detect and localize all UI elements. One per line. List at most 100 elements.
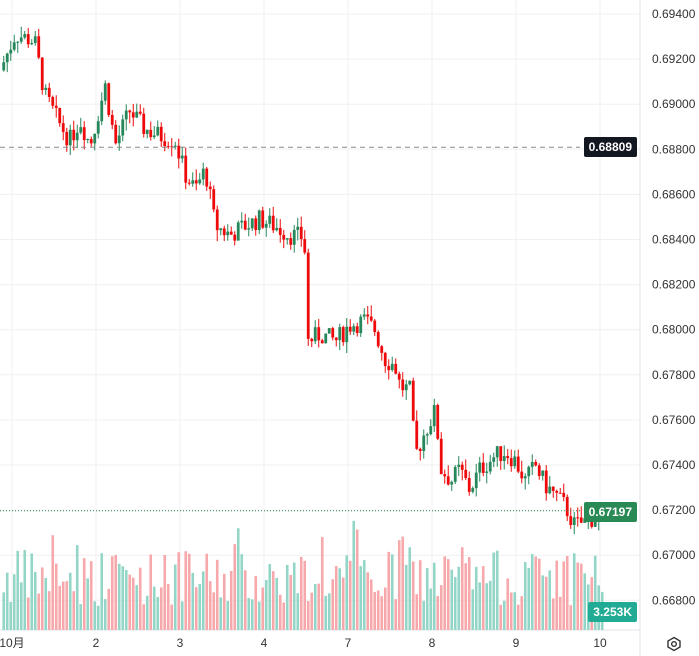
- volume-bar: [121, 566, 125, 630]
- settings-icon[interactable]: [666, 636, 682, 652]
- volume-bar: [373, 591, 377, 630]
- volume-bar: [331, 579, 335, 630]
- candle-body: [450, 481, 454, 485]
- y-tick-label: 0.69200: [652, 52, 696, 66]
- volume-bar: [425, 568, 429, 630]
- y-tick-label: 0.68200: [652, 278, 696, 292]
- volume-bar: [191, 572, 195, 630]
- candle-body: [499, 446, 503, 462]
- candle-body: [82, 127, 86, 141]
- candle-body: [103, 83, 107, 101]
- y-tick-label: 0.69400: [652, 7, 696, 21]
- candle-body: [310, 338, 314, 342]
- volume-bar: [303, 560, 307, 630]
- candle-body: [320, 340, 324, 344]
- volume-bar: [23, 550, 27, 630]
- candle-body: [163, 141, 167, 147]
- candle-body: [422, 435, 426, 452]
- candle-body: [495, 446, 499, 458]
- volume-bar: [548, 570, 552, 630]
- volume-bar: [562, 561, 566, 630]
- volume-bar: [555, 560, 559, 630]
- candle-body: [289, 238, 293, 245]
- candle-body: [30, 43, 34, 45]
- candle-body: [54, 105, 58, 108]
- volume-bar: [450, 569, 454, 630]
- volume-bar: [485, 583, 489, 630]
- candle-body: [481, 462, 485, 473]
- candle-body: [208, 186, 212, 190]
- candle-body: [243, 220, 247, 230]
- volume-bar: [229, 570, 233, 630]
- candle-body: [135, 111, 139, 118]
- volume-bar: [334, 566, 338, 630]
- candle-body: [138, 111, 142, 114]
- volume-bar: [30, 553, 34, 630]
- volume-bar: [271, 571, 275, 630]
- volume-bar: [352, 520, 356, 630]
- volume-bar: [387, 551, 391, 630]
- volume-bar: [320, 537, 324, 630]
- candle-body: [408, 380, 412, 385]
- volume-bar: [54, 563, 58, 630]
- volume-bar: [537, 558, 541, 630]
- candle-body: [376, 332, 380, 347]
- volume-bar: [166, 584, 170, 630]
- volume-bar: [579, 563, 583, 630]
- y-tick-label: 0.67000: [652, 548, 696, 562]
- candle-body: [439, 438, 443, 475]
- candle-body: [569, 516, 573, 526]
- volume-bar: [37, 593, 41, 630]
- volume-bar: [327, 593, 331, 630]
- candle-body: [513, 456, 517, 467]
- volume-bar: [44, 577, 48, 630]
- volume-bar: [93, 601, 97, 630]
- y-tick-label: 0.68000: [652, 323, 696, 337]
- volume-bar: [443, 556, 447, 630]
- volume-bar: [47, 591, 51, 630]
- volume-bar: [282, 602, 286, 630]
- candle-body: [107, 83, 111, 115]
- volume-bar: [411, 561, 415, 630]
- candle-body: [254, 218, 258, 231]
- volume-bar: [107, 588, 111, 630]
- volume-bar: [530, 554, 534, 630]
- volume-bar: [149, 554, 153, 630]
- volume-bar: [163, 554, 167, 630]
- volume-bar: [247, 598, 251, 630]
- candle-body: [506, 456, 510, 459]
- volume-bar: [233, 544, 237, 630]
- candle-body: [250, 218, 254, 229]
- volume-bar: [464, 563, 468, 630]
- volume-bar: [544, 576, 548, 630]
- volume-bar: [415, 594, 419, 630]
- x-tick-label: 10月: [0, 636, 25, 650]
- candle-body: [271, 215, 275, 231]
- volume-bar: [236, 528, 240, 630]
- volume-bar: [205, 553, 209, 630]
- candle-body: [387, 366, 391, 371]
- candle-body: [551, 486, 555, 491]
- volume-bar: [184, 551, 188, 630]
- candle-body: [432, 404, 436, 427]
- volume-bar: [135, 585, 139, 630]
- candle-body: [565, 496, 569, 517]
- volume-bar: [520, 596, 524, 630]
- volume-bar: [159, 587, 163, 630]
- candle-body: [156, 126, 160, 136]
- candle-body: [373, 320, 377, 333]
- candle-body: [33, 36, 37, 44]
- y-tick-label: 0.67200: [652, 503, 696, 517]
- candle-body: [509, 458, 513, 467]
- volume-bar: [292, 562, 296, 630]
- volume-bar: [397, 540, 401, 630]
- volume-bar: [264, 580, 268, 630]
- x-tick-label: 8: [429, 636, 436, 650]
- volume-bar: [215, 559, 219, 630]
- volume-badge: 3.253K: [588, 602, 637, 622]
- y-tick-label: 0.68400: [652, 233, 696, 247]
- volume-bar: [226, 600, 230, 630]
- volume-bar: [467, 557, 471, 630]
